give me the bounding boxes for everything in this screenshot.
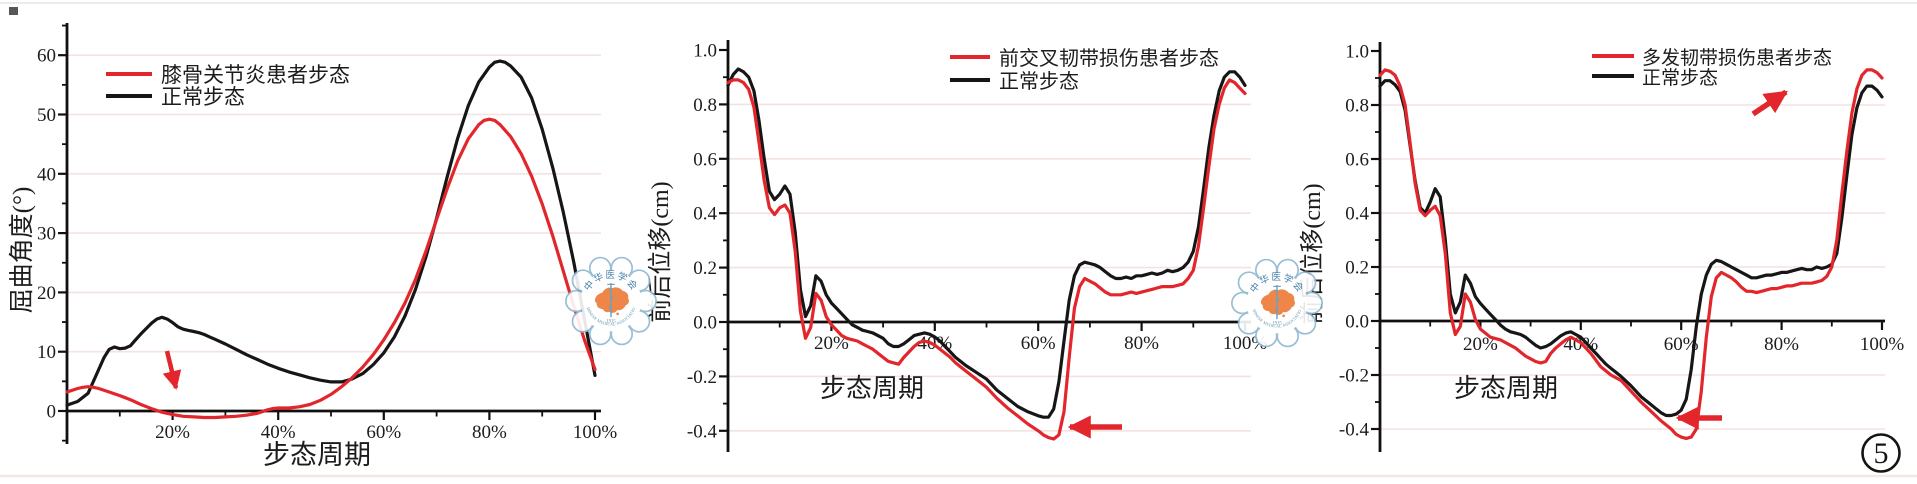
legend-label-normal: 正常步态 <box>161 85 245 109</box>
y-tick-label: 0.8 <box>693 95 717 116</box>
y-tick-label: 0.0 <box>1345 312 1369 333</box>
y-tick-label: 0.4 <box>693 204 717 225</box>
y-tick-label: 40 <box>37 164 56 185</box>
y-tick-label: 0.6 <box>1345 150 1369 171</box>
legend-chart1: 膝骨关节炎患者步态 正常步态 <box>106 63 350 109</box>
y-tick-label: -0.4 <box>687 421 718 442</box>
y-tick-label: 0 <box>47 402 57 423</box>
x-tick-label: 100% <box>573 422 618 443</box>
print-artifact <box>9 7 18 15</box>
legend-label-normal: 正常步态 <box>999 70 1079 93</box>
y-tick-label: 0.2 <box>1345 258 1369 279</box>
y-tick-label: -0.2 <box>687 367 717 388</box>
legend-label-patient: 多发韧带损伤患者步态 <box>1642 47 1832 69</box>
x-tick-label: 20% <box>155 422 190 443</box>
legend-label-normal: 正常步态 <box>1642 67 1718 89</box>
y-tick-label: -0.2 <box>1339 366 1369 387</box>
series-curve-patient <box>1378 68 1884 440</box>
x-axis-label-chart1: 步态周期 <box>263 440 371 470</box>
y-tick-label: 20 <box>37 283 56 304</box>
y-tick-label: 0.4 <box>1345 204 1369 225</box>
chart-acl-ap-displacement: 1.00.80.60.40.20.0-0.2-0.420% 40% 60% 80% 10… <box>687 40 1267 452</box>
x-tick-label: 100% <box>1860 334 1905 355</box>
y-tick-label: 1.0 <box>1345 42 1369 63</box>
chart-multiligament-ap-displacement: 1.00.80.60.40.20.0-0.2-0.420% 40% 60% 80% 10… <box>1339 42 1905 452</box>
x-tick-label: 60% <box>366 422 401 443</box>
y-tick-label: 0.2 <box>693 258 717 279</box>
annotation-arrow-upright-chart3 <box>1751 89 1788 117</box>
legend-label-patient: 膝骨关节炎患者步态 <box>161 63 350 87</box>
annotation-arrow-down-chart1 <box>162 350 182 390</box>
watermark-cma-1 <box>565 256 657 346</box>
y-tick-label: 60 <box>37 46 56 67</box>
badge-circle <box>1861 433 1901 473</box>
series-curve-patient <box>65 117 597 420</box>
y-tick-label: 0.0 <box>693 313 717 334</box>
y-axis-label-chart1: 屈曲角度(°) <box>8 187 36 314</box>
y-tick-label: 1.0 <box>693 41 717 62</box>
y-tick-label: 30 <box>37 224 56 245</box>
y-tick-label: 10 <box>37 342 56 363</box>
badge-number: 5 <box>1874 437 1889 470</box>
series-curve-normal <box>726 67 1247 419</box>
x-tick-label: 80% <box>472 422 507 443</box>
legend-chart2: 前交叉韧带损伤患者步态 正常步态 <box>950 47 1219 93</box>
legend-chart3: 多发韧带损伤患者步态 正常步态 <box>1592 47 1832 89</box>
chart-knee-flexion-angle: 0 10 20 30 40 50 60 20% 40% 60% 80% 100% <box>37 23 617 444</box>
x-tick-label: 40% <box>261 422 296 443</box>
x-tick-label: 80% <box>1124 333 1159 354</box>
x-tick-label: 20% <box>1463 334 1498 355</box>
series-curve-normal <box>1378 79 1884 418</box>
x-tick-label: 60% <box>1021 333 1056 354</box>
y-tick-label: 0.8 <box>1345 96 1369 117</box>
series-curve-patient <box>726 78 1247 441</box>
figure-number-badge: 5 <box>1861 433 1901 473</box>
x-tick-label: 20% <box>814 333 849 354</box>
watermark-cma-2 <box>1231 258 1323 348</box>
x-tick-label: 80% <box>1764 334 1799 355</box>
series-curve-normal <box>65 59 597 407</box>
legend-label-patient: 前交叉韧带损伤患者步态 <box>999 47 1219 70</box>
y-tick-label: -0.4 <box>1339 420 1370 441</box>
x-tick-label: 60% <box>1664 334 1699 355</box>
x-axis-label-chart2: 步态周期 <box>820 374 924 403</box>
y-tick-label: 0.6 <box>693 149 717 170</box>
y-tick-label: 50 <box>37 105 56 126</box>
x-axis-label-chart3: 步态周期 <box>1454 374 1558 403</box>
